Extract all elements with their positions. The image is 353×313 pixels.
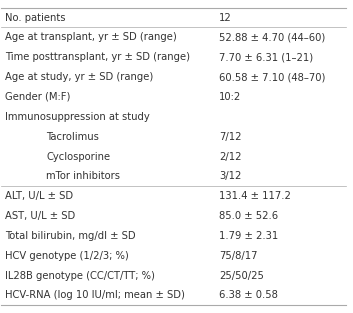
- Text: 10:2: 10:2: [219, 92, 241, 102]
- Text: ALT, U/L ± SD: ALT, U/L ± SD: [5, 191, 73, 201]
- Text: mTor inhibitors: mTor inhibitors: [46, 171, 120, 181]
- Text: Immunosuppression at study: Immunosuppression at study: [5, 112, 150, 122]
- Text: 1.79 ± 2.31: 1.79 ± 2.31: [219, 231, 278, 241]
- Text: 131.4 ± 117.2: 131.4 ± 117.2: [219, 191, 291, 201]
- Text: 6.38 ± 0.58: 6.38 ± 0.58: [219, 290, 278, 300]
- Text: 3/12: 3/12: [219, 171, 241, 181]
- Text: 75/8/17: 75/8/17: [219, 251, 257, 261]
- Text: 7/12: 7/12: [219, 132, 241, 142]
- Text: Total bilirubin, mg/dl ± SD: Total bilirubin, mg/dl ± SD: [5, 231, 136, 241]
- Text: 60.58 ± 7.10 (48–70): 60.58 ± 7.10 (48–70): [219, 72, 325, 82]
- Text: Time posttransplant, yr ± SD (range): Time posttransplant, yr ± SD (range): [5, 52, 190, 62]
- Text: HCV genotype (1/2/3; %): HCV genotype (1/2/3; %): [5, 251, 128, 261]
- Text: 2/12: 2/12: [219, 151, 241, 162]
- Text: 52.88 ± 4.70 (44–60): 52.88 ± 4.70 (44–60): [219, 32, 325, 42]
- Text: Cyclosporine: Cyclosporine: [46, 151, 110, 162]
- Text: Tacrolimus: Tacrolimus: [46, 132, 99, 142]
- Text: 12: 12: [219, 13, 232, 23]
- Text: No. patients: No. patients: [5, 13, 65, 23]
- Text: Gender (M:F): Gender (M:F): [5, 92, 70, 102]
- Text: 85.0 ± 52.6: 85.0 ± 52.6: [219, 211, 278, 221]
- Text: Age at transplant, yr ± SD (range): Age at transplant, yr ± SD (range): [5, 32, 176, 42]
- Text: 7.70 ± 6.31 (1–21): 7.70 ± 6.31 (1–21): [219, 52, 313, 62]
- Text: Age at study, yr ± SD (range): Age at study, yr ± SD (range): [5, 72, 153, 82]
- Text: 25/50/25: 25/50/25: [219, 271, 264, 281]
- Text: AST, U/L ± SD: AST, U/L ± SD: [5, 211, 75, 221]
- Text: IL28B genotype (CC/CT/TT; %): IL28B genotype (CC/CT/TT; %): [5, 271, 155, 281]
- Text: HCV-RNA (log 10 IU/ml; mean ± SD): HCV-RNA (log 10 IU/ml; mean ± SD): [5, 290, 185, 300]
